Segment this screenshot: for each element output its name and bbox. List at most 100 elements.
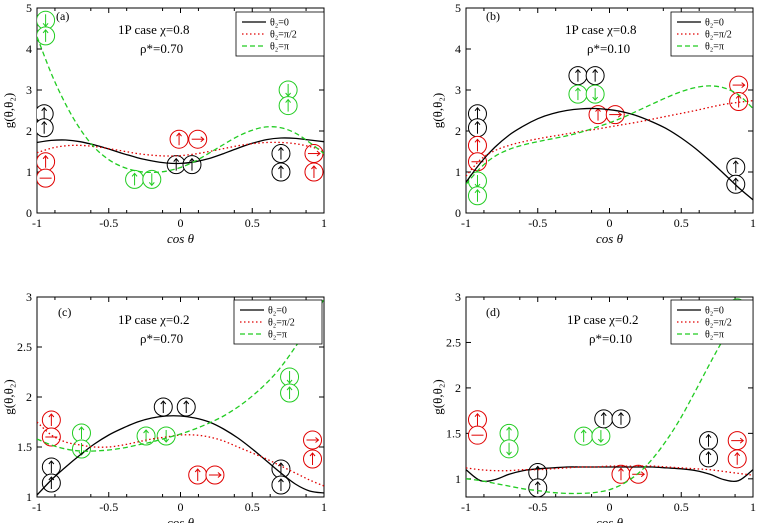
x-tick-label: -0.5 bbox=[99, 216, 118, 230]
annotation-case: 1P case χ=0.8 bbox=[565, 22, 636, 37]
glyph-markers bbox=[37, 10, 324, 189]
glyph-arrow-head bbox=[286, 386, 293, 391]
panel-c: -1 -0.5 0 0.5 1 1 1.5 2 2.5 3 cos θ g(θ,θ₂) (c) 1P ca… bbox=[1, 290, 327, 523]
glyph-arrow-head bbox=[705, 433, 712, 438]
x-tick-label: 0.5 bbox=[674, 500, 689, 514]
x-tick-label: 1 bbox=[321, 216, 327, 230]
series-line-solid bbox=[466, 107, 753, 201]
x-axis-label: cos θ bbox=[167, 231, 195, 246]
glyph-arrow-head bbox=[309, 452, 316, 457]
x-tick-label: -1 bbox=[461, 500, 471, 514]
legend: θ₂=0θ₂=π/2θ₂=π bbox=[670, 299, 754, 345]
glyph-arrow-head bbox=[278, 478, 284, 483]
glyph-arrow-head bbox=[598, 438, 604, 443]
glyph-arrow-head bbox=[618, 412, 624, 417]
glyph-arrow-head bbox=[640, 471, 645, 478]
legend-entry: θ₂=π/2 bbox=[705, 30, 732, 41]
glyph-markers bbox=[41, 367, 323, 495]
glyph-arrow-head bbox=[311, 165, 317, 170]
x-axis-label: cos θ bbox=[596, 231, 624, 246]
panel-label: (b) bbox=[486, 9, 500, 23]
series-group bbox=[37, 36, 324, 174]
y-tick-label: 1.5 bbox=[17, 440, 32, 454]
glyph-arrow-head bbox=[474, 138, 481, 143]
series-group bbox=[37, 298, 324, 496]
y-tick-label: 3 bbox=[455, 290, 461, 304]
annotation-case: 1P case χ=0.2 bbox=[118, 312, 189, 327]
legend: θ₂=0θ₂=π/2θ₂=π bbox=[233, 299, 323, 345]
glyph-arrow-head bbox=[278, 165, 284, 170]
y-tick-label: 2.5 bbox=[17, 340, 32, 354]
glyph-arrow-head bbox=[316, 150, 321, 157]
x-tick-label: 0 bbox=[178, 500, 184, 514]
annotation-density: ρ*=0.70 bbox=[140, 331, 183, 346]
x-tick-label: -0.5 bbox=[528, 216, 547, 230]
glyph-arrow-head bbox=[732, 160, 739, 165]
legend-entry: θ₂=π/2 bbox=[268, 318, 295, 329]
series-line-dashed bbox=[37, 298, 324, 452]
glyph-arrow-head bbox=[474, 412, 481, 418]
glyph-arrow-head bbox=[474, 106, 481, 112]
panel-b: -1 -0.5 0 0.5 1 0 1 2 3 4 5 cos θ g(θ,θ₂) (b) 1P case … bbox=[430, 1, 756, 246]
glyph-arrow-head bbox=[131, 172, 138, 177]
legend-entry: θ₂=0 bbox=[705, 18, 724, 29]
y-tick-label: 2 bbox=[455, 381, 461, 395]
glyph-arrow-head bbox=[705, 451, 712, 456]
legend-entry: θ₂=π bbox=[705, 330, 724, 341]
glyph-arrow-head bbox=[173, 157, 180, 162]
glyph-arrow-head bbox=[41, 120, 48, 126]
glyph-arrow-head bbox=[506, 426, 512, 431]
y-tick-label: 1 bbox=[455, 165, 461, 179]
y-tick-label: 5 bbox=[455, 1, 461, 15]
x-tick-label: 0.5 bbox=[674, 216, 689, 230]
y-tick-label: 1.5 bbox=[446, 426, 461, 440]
glyph-arrow-head bbox=[600, 412, 607, 417]
glyph-arrow-head bbox=[41, 106, 48, 112]
x-tick-label: 0.5 bbox=[245, 500, 260, 514]
series-group bbox=[466, 301, 753, 495]
glyph-arrow-head bbox=[42, 154, 49, 160]
series-line-dashed bbox=[466, 301, 753, 495]
legend-entry: θ₂=π/2 bbox=[705, 318, 732, 329]
y-tick-label: 1 bbox=[455, 472, 461, 486]
legend-entry: θ₂=π/2 bbox=[270, 30, 297, 41]
glyph-arrow-head bbox=[618, 467, 624, 472]
glyph-arrow-head bbox=[194, 468, 201, 473]
x-tick-label: 0 bbox=[178, 216, 184, 230]
legend-entry: θ₂=0 bbox=[268, 306, 287, 317]
series-line-dotted bbox=[37, 141, 324, 157]
glyph-arrow-head bbox=[143, 429, 149, 434]
legend-box bbox=[235, 11, 325, 57]
glyph-arrow-head bbox=[176, 132, 182, 137]
panel-label: (c) bbox=[58, 305, 71, 319]
x-tick-label: -1 bbox=[32, 216, 42, 230]
legend-entry: θ₂=0 bbox=[705, 306, 724, 317]
glyph-arrow-head bbox=[580, 429, 587, 434]
x-tick-label: 0.5 bbox=[245, 216, 260, 230]
x-tick-label: -0.5 bbox=[99, 500, 118, 514]
y-tick-label: 2 bbox=[26, 124, 32, 138]
annotation-case: 1P case χ=0.8 bbox=[118, 22, 189, 37]
x-tick-label: 0 bbox=[607, 216, 613, 230]
y-tick-label: 3 bbox=[455, 83, 461, 97]
glyph-arrow-head bbox=[160, 400, 167, 405]
x-tick-label: 1 bbox=[750, 500, 756, 514]
glyph-arrow-head bbox=[183, 400, 190, 405]
y-axis-label: g(θ,θ₂) bbox=[430, 93, 445, 128]
glyph-arrow-head bbox=[534, 481, 541, 486]
glyph-arrow-head bbox=[474, 120, 481, 126]
y-tick-label: 2 bbox=[26, 390, 32, 404]
series-line-dotted bbox=[466, 465, 753, 476]
y-axis-label: g(θ,θ₂) bbox=[1, 379, 16, 414]
orientation-glyph bbox=[37, 118, 54, 138]
y-axis-label: g(θ,θ₂) bbox=[1, 93, 16, 128]
glyph-arrow-head bbox=[286, 379, 293, 384]
legend-box bbox=[670, 11, 754, 57]
glyph-arrow-head bbox=[617, 111, 623, 118]
x-axis-label: cos θ bbox=[167, 515, 195, 523]
y-tick-label: 1 bbox=[26, 165, 32, 179]
glyph-arrow-head bbox=[506, 451, 512, 456]
legend-box bbox=[670, 299, 754, 345]
glyph-arrow-head bbox=[739, 437, 744, 444]
